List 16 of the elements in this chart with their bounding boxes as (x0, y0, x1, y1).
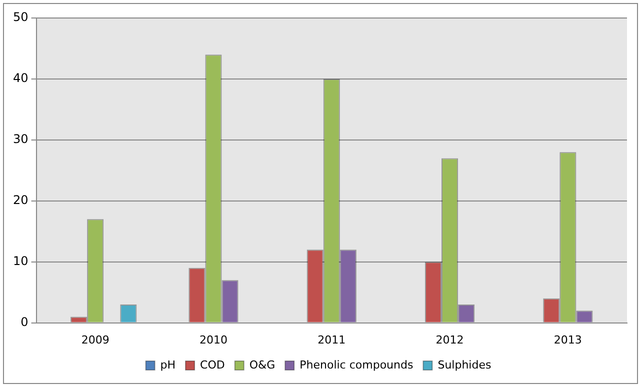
y-tick-label: 50 (12, 10, 28, 24)
legend-label: Phenolic compounds (300, 358, 414, 372)
legend-label: pH (160, 358, 176, 372)
y-tick-label: 30 (12, 132, 28, 146)
x-tick-label: 2011 (318, 333, 346, 346)
y-tick-label: 40 (12, 71, 28, 86)
x-tick-label: 2013 (554, 333, 582, 346)
x-tick-label: 2010 (199, 333, 228, 346)
x-tick-label: 2009 (81, 333, 110, 346)
y-tick-label: 20 (12, 193, 28, 208)
legend-label: Sulphides (438, 358, 492, 372)
x-tick-label: 2012 (436, 333, 464, 346)
y-tick-label: 10 (12, 254, 28, 268)
legend-label: O&G (249, 358, 276, 372)
y-tick-label: 0 (20, 314, 28, 329)
legend-label: COD (200, 358, 225, 372)
